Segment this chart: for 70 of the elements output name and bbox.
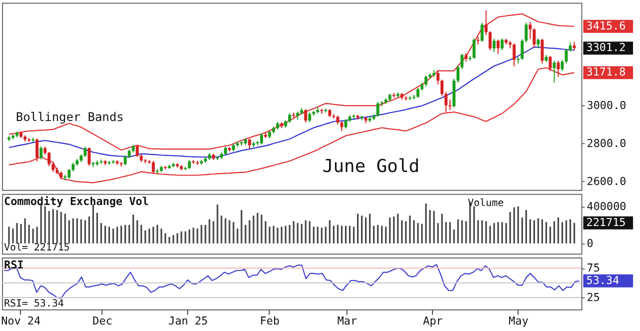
text: 3171.8	[586, 66, 626, 79]
x-tick-label: Feb	[260, 314, 280, 328]
candlestick	[248, 138, 252, 150]
candlestick	[152, 160, 155, 174]
y-tick-label: 0	[586, 236, 594, 250]
candlestick	[456, 64, 460, 84]
candlestick	[536, 38, 540, 49]
y-tick-label: 25	[586, 291, 600, 304]
candlestick	[48, 151, 51, 167]
x-tick-label: Jan 25	[168, 314, 208, 328]
text: 3301.2	[586, 41, 626, 54]
candlestick	[88, 147, 91, 166]
annotation: Volume	[468, 198, 504, 209]
candlestick	[444, 92, 448, 112]
candlestick	[84, 146, 87, 158]
candlestick	[52, 162, 55, 172]
chart-title: RSI	[4, 258, 24, 272]
candlestick	[560, 59, 564, 72]
candlestick	[460, 53, 464, 70]
x-tick-label: Apr	[422, 314, 444, 328]
candlestick	[68, 168, 71, 179]
candlestick	[520, 38, 524, 60]
x-tick-label: May	[508, 314, 529, 328]
candlestick	[136, 144, 139, 158]
candlestick	[528, 21, 532, 40]
candlestick	[424, 74, 428, 87]
candlestick	[548, 55, 552, 72]
candlestick	[492, 38, 496, 53]
candlestick	[512, 43, 516, 67]
annotation: RSI= 53.34	[4, 298, 64, 310]
candlestick	[288, 112, 292, 124]
y-tick-label: 400000	[586, 200, 626, 213]
chart-title: Commodity Exchange Vol	[4, 194, 149, 208]
candlestick	[524, 22, 528, 44]
candlestick	[376, 101, 380, 118]
x-tick-label: Mar	[337, 314, 358, 328]
candlestick	[472, 38, 476, 60]
candlestick	[564, 48, 568, 64]
y-tick-label: 2800.0	[586, 136, 626, 150]
y-tick-label: 2600.0	[586, 174, 626, 188]
candlestick	[480, 22, 484, 42]
text: 221715	[586, 216, 626, 229]
text: 53.34	[586, 274, 620, 287]
annotation: Vol= 221715	[4, 242, 70, 254]
candlestick	[436, 70, 440, 85]
x-tick-label: Dec	[92, 314, 112, 328]
x-tick-label: Nov 24	[1, 314, 42, 328]
candlestick	[568, 42, 572, 52]
annotation: June Gold	[322, 156, 420, 177]
candlestick	[40, 146, 43, 160]
candlestick	[540, 38, 544, 64]
candlestick	[308, 112, 312, 123]
candlestick	[532, 28, 536, 48]
y-tick-label: 3000.0	[586, 98, 626, 112]
candlestick	[304, 108, 308, 123]
candlestick	[496, 39, 500, 55]
text: 3415.6	[586, 19, 626, 32]
candlestick	[500, 38, 504, 51]
candlestick	[448, 99, 452, 111]
candlestick	[440, 79, 444, 96]
y-tick-label: 75	[586, 262, 600, 275]
line-series	[8, 13, 575, 151]
candlestick	[484, 10, 488, 36]
candlestick	[380, 100, 384, 107]
candlestick	[36, 138, 39, 162]
candlestick	[344, 118, 348, 130]
candlestick	[416, 87, 420, 98]
annotation: Bollinger Bands	[16, 110, 124, 124]
candlestick	[488, 30, 492, 51]
candlestick	[260, 132, 264, 145]
